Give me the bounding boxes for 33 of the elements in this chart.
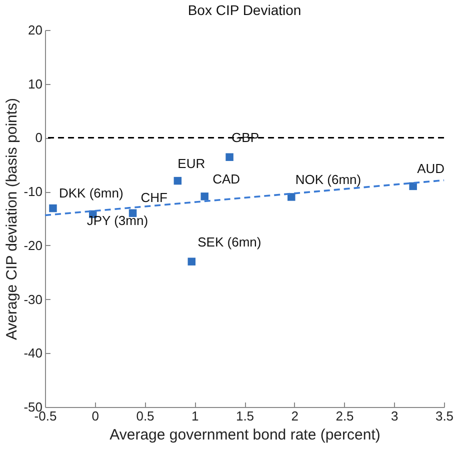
x-tick-label: 1.5: [236, 408, 254, 424]
annotation: CHF: [140, 190, 168, 206]
y-tick-label: 10: [28, 76, 42, 92]
x-tick-label: 2: [291, 408, 298, 424]
annotation: CAD: [212, 171, 240, 186]
annotation: AUD: [417, 161, 445, 176]
annotation: SEK (6mn): [198, 234, 262, 250]
point: [188, 258, 196, 266]
x-tick-label: 1: [192, 408, 199, 424]
annotation: GBP: [232, 130, 260, 146]
point: [49, 204, 57, 212]
point: [226, 153, 234, 161]
annotation: DKK (6mn): [58, 185, 124, 200]
chart-title: Box CIP Deviation: [188, 2, 302, 18]
point: [174, 176, 182, 185]
y-axis-title: Average CIP deviation (basis points): [4, 98, 21, 340]
y-tick-label: -40: [24, 346, 42, 361]
x-axis-title: Average government bond rate (percent): [110, 426, 380, 444]
y-tick-label: 0: [35, 130, 42, 146]
x-tick-label: 2.5: [336, 408, 354, 424]
x-tick-label: 0: [92, 408, 99, 424]
x-tick-label: 3.5: [435, 408, 454, 424]
x-tick-label: 3: [391, 408, 398, 424]
point: [200, 192, 208, 200]
annotation: JPY (3mn): [86, 213, 148, 228]
annotation: EUR: [178, 156, 206, 171]
x-tick-label: 0.5: [136, 408, 154, 424]
y-tick-label: -10: [24, 184, 42, 200]
annotation: NOK (6mn): [295, 172, 362, 187]
y-tick-label: 20: [28, 22, 42, 38]
point: [409, 182, 417, 190]
y-tick-label: -20: [24, 238, 42, 253]
y-tick-label: -30: [24, 292, 42, 307]
